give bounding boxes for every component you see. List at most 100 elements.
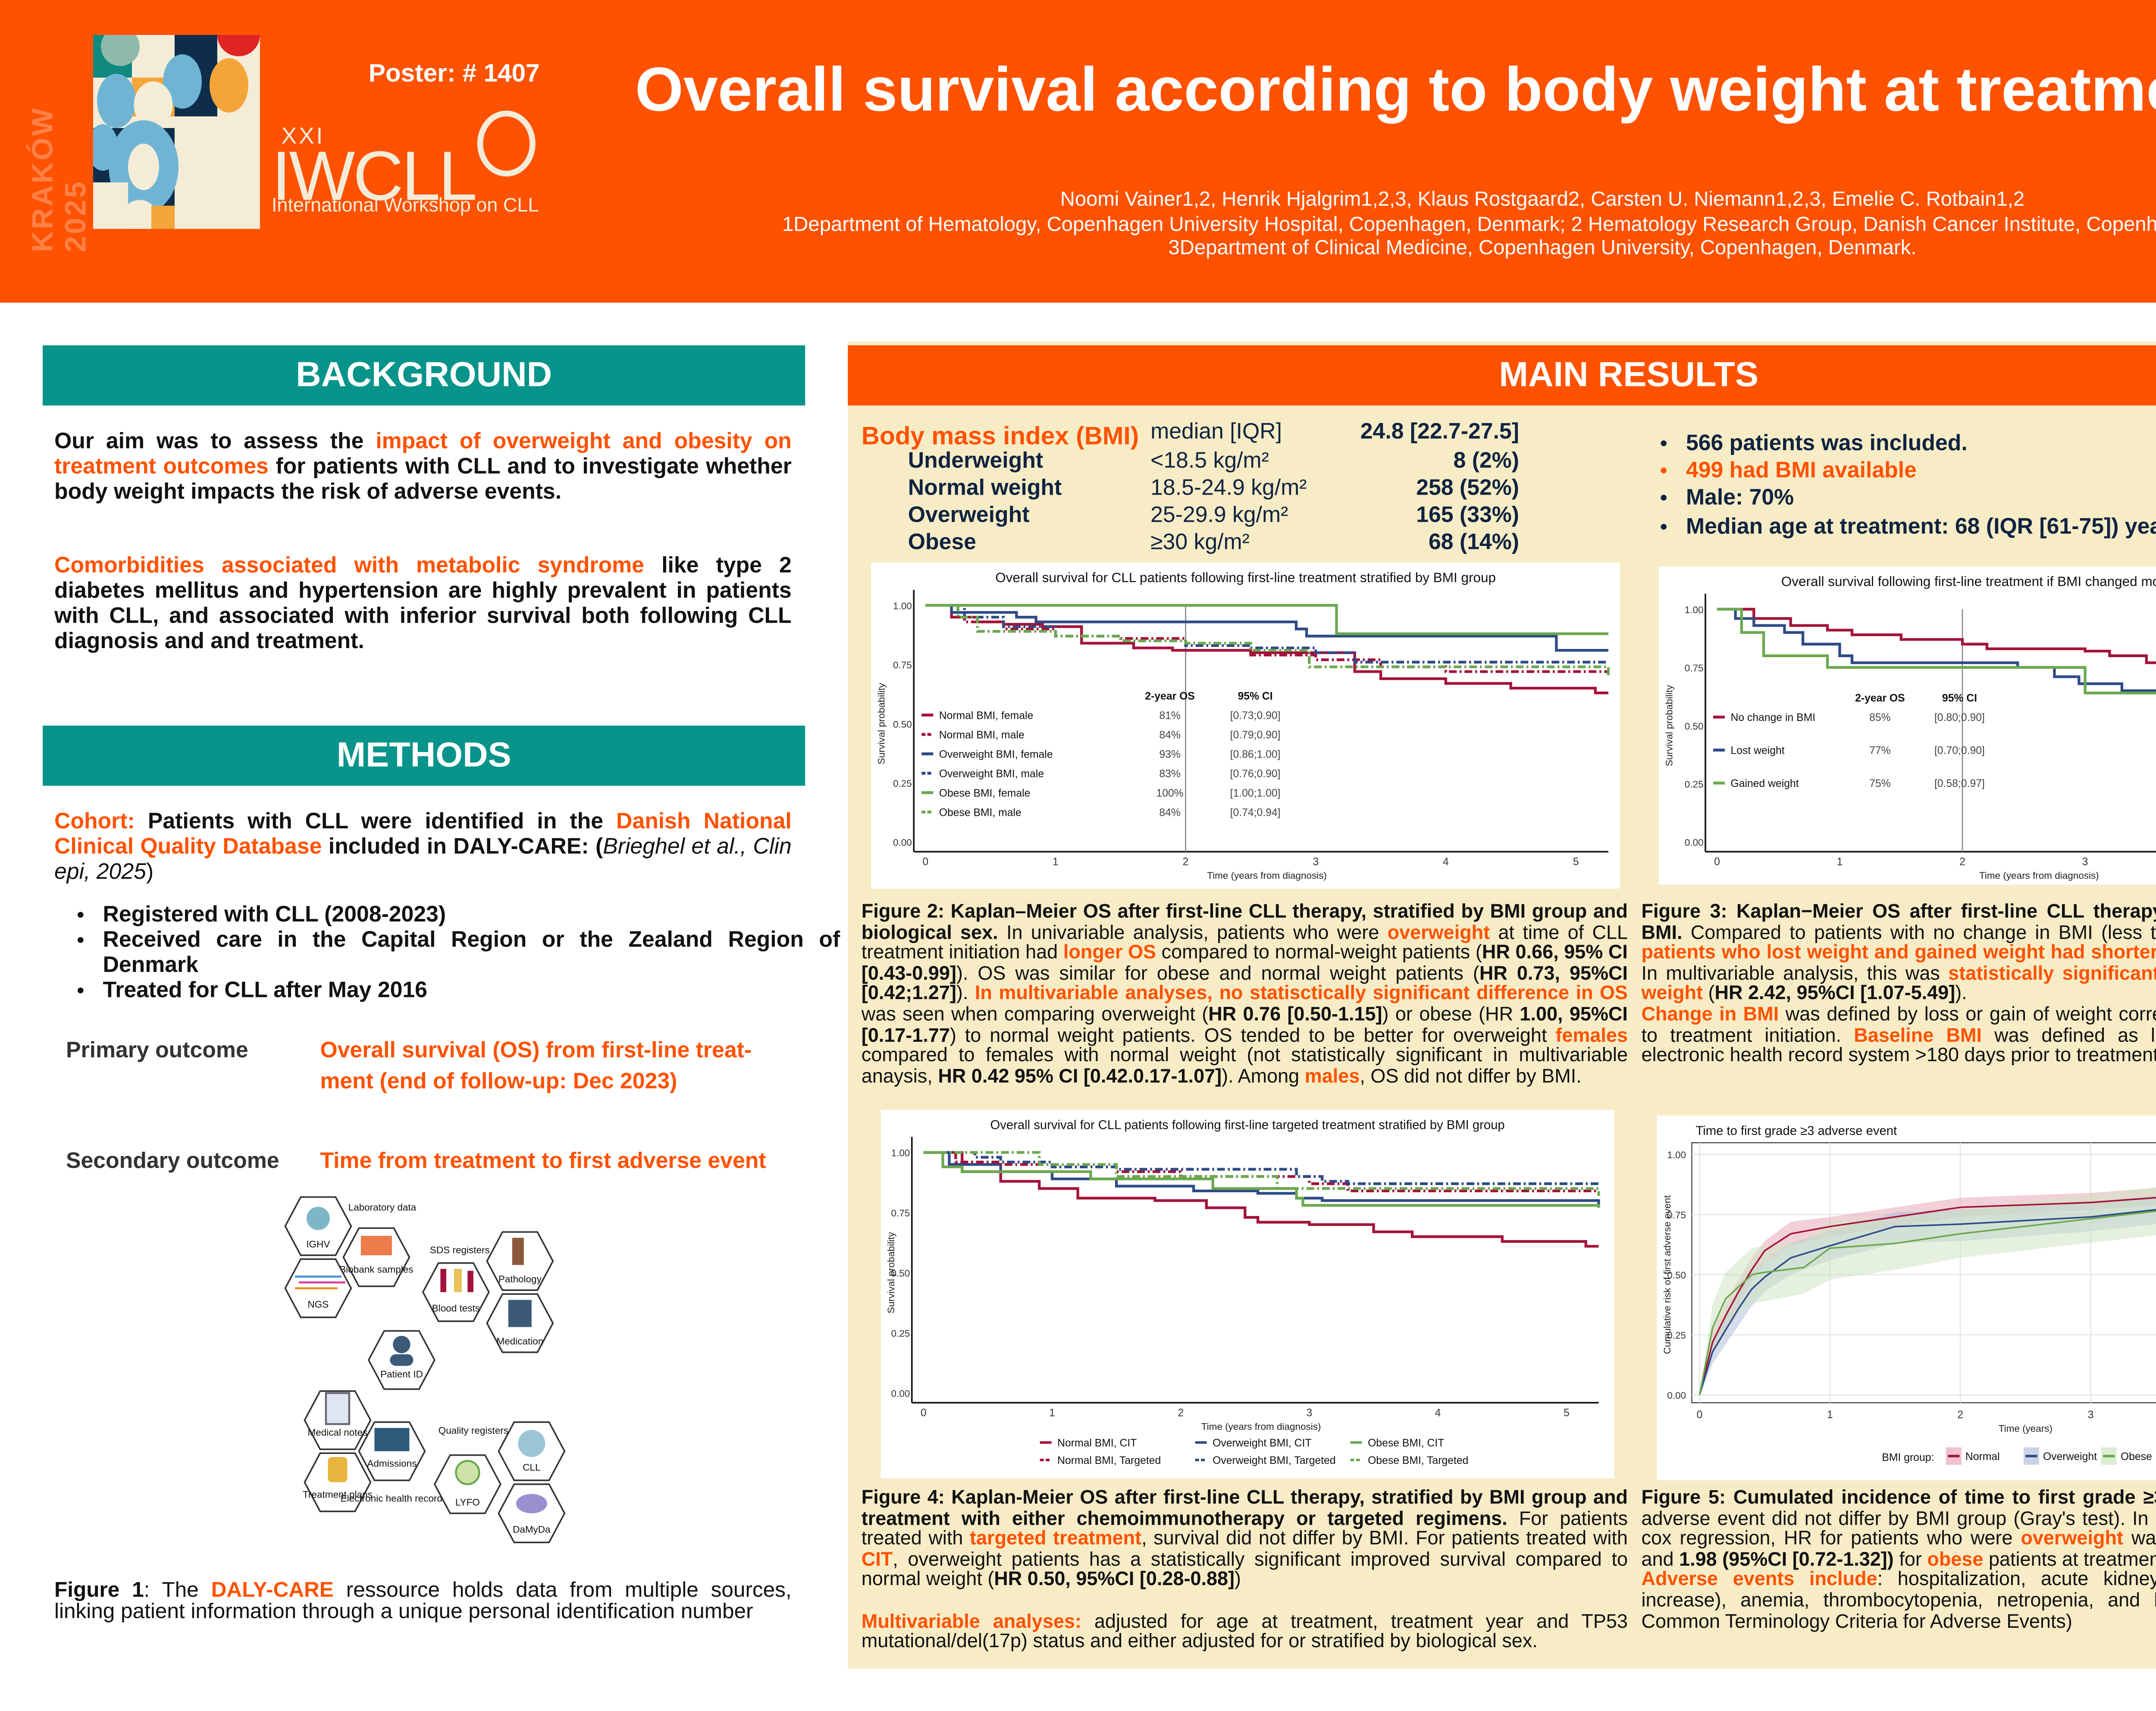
series-line-overweight	[1698, 1209, 2156, 1395]
x-tick-label: 3	[1313, 856, 1319, 868]
b: HR 0.73, 95%CI [0.42;1.27]	[861, 964, 1628, 1006]
methods-heading: METHODS	[42, 725, 805, 786]
caption-label: Figure 1	[54, 1579, 144, 1603]
cohort-facts-list: 566 patients was included.499 had BMI av…	[1653, 431, 2156, 541]
y-tick-label: 0.75	[1667, 1210, 1686, 1221]
hex-admissions: Admissions	[358, 1421, 426, 1481]
hex-pathology: Pathology	[486, 1231, 554, 1291]
t: Compared to patients with no change in B…	[1690, 922, 2156, 944]
h: Baseline BMI	[1854, 1025, 1982, 1047]
text: included in DALY-CARE: (	[322, 836, 603, 860]
legend-label: Normal BMI, CIT	[1057, 1437, 1137, 1449]
legend-label: Normal	[1965, 1451, 2000, 1463]
legend-label: Obese BMI, male	[939, 807, 1022, 818]
bmi-group: Overweight	[908, 504, 1030, 528]
x-tick-label: 0	[921, 1407, 927, 1419]
caption-title: Figure 5: Cumulated incidence of time to…	[1641, 1488, 2156, 1510]
label: Biobank samples	[339, 1264, 413, 1275]
chart-title: Overall survival for CLL patients follow…	[995, 570, 1496, 585]
legend-label: Obese BMI, female	[939, 787, 1031, 799]
caption-title: Figure 4: Kaplan-Meier OS after first-li…	[861, 1488, 1628, 1530]
series-line-overweight-bmi-targeted	[923, 1151, 1599, 1185]
label: Patient ID	[380, 1369, 423, 1380]
label: NGS	[308, 1299, 329, 1310]
t: and	[1641, 1550, 1680, 1571]
legend-label: Obese BMI, Targeted	[1368, 1455, 1468, 1467]
series-line-overweight-bmi-female	[925, 604, 1609, 652]
secondary-outcome-value: Time from treatment to first adverse eve…	[320, 1150, 766, 1174]
label: Blood tests	[432, 1303, 480, 1314]
hex-treatment-plans: Treatment plans	[303, 1452, 373, 1512]
label: Pathology	[498, 1274, 542, 1285]
background-paragraph-2: Comorbidities associated with metabolic …	[54, 555, 792, 656]
text: )	[146, 861, 154, 885]
x-tick-label: 2	[1183, 856, 1189, 868]
legend-label: Overweight	[2043, 1451, 2097, 1463]
text: : The	[144, 1579, 211, 1603]
bmi-range: ≥30 kg/m²	[1150, 531, 1250, 555]
h: CIT	[861, 1550, 893, 1571]
hex-biobank: Biobank samples	[339, 1227, 414, 1287]
bmi-group: Normal weight	[908, 477, 1062, 501]
series-line-normal-bmi-cit	[923, 1151, 1599, 1248]
y-tick-label: 0.75	[891, 1208, 910, 1219]
hex-lyfo: LYFO	[434, 1454, 501, 1514]
citation: Brieghel et al., Clin epi, 2025	[54, 836, 792, 885]
b: HR 0.50, 95%CI [0.28-0.88]	[994, 1570, 1235, 1592]
y-tick-label: 0.00	[893, 837, 912, 848]
x-tick-label: 1	[1049, 1407, 1055, 1419]
text: Patients with CLL were identified in the	[135, 811, 617, 834]
t: , OS did not differ by BMI.	[1360, 1066, 1582, 1088]
y-tick-label: 1.00	[1685, 605, 1704, 615]
hex-ngs: NGS	[284, 1258, 352, 1318]
legend-os-value: 84%	[1159, 807, 1181, 818]
affiliation-2: 3Department of Clinical Medicine, Copenh…	[1168, 236, 1917, 260]
t: compared to females with normal weight (…	[861, 1046, 1628, 1088]
y-axis-label: Survival probability	[876, 683, 887, 764]
t: )	[1235, 1570, 1241, 1592]
lab-data-label: Laboratory data	[348, 1202, 417, 1213]
bmi-count: 258 (52%)	[1416, 477, 1520, 501]
list-item: Registered with CLL (2008-2023)	[103, 904, 840, 929]
plot-frame	[1691, 1142, 2156, 1404]
h: longer OS	[1063, 943, 1156, 965]
bmi-range: <18.5 kg/m²	[1150, 450, 1269, 473]
highlight: impact of overweight and obesity on trea…	[54, 430, 792, 479]
t: was	[2131, 1529, 2156, 1551]
h: obese	[1927, 1550, 1984, 1571]
x-tick-label: 3	[1307, 1407, 1313, 1419]
x-tick-label: 5	[1573, 856, 1579, 868]
b: HR 2.42, 95%CI [1.07-5.49]	[1714, 984, 1955, 1006]
legend-ci-value: [0.70;0.90]	[1934, 745, 1985, 756]
t: patients at treatment initiation.	[1988, 1550, 2156, 1571]
label: CLL	[523, 1462, 540, 1473]
legend-header-os: 2-year OS	[1145, 690, 1195, 702]
t: , overweight patients has a statisticall…	[861, 1550, 1628, 1592]
y-tick-label: 0.50	[1685, 721, 1704, 732]
y-axis-label: Survival probability	[886, 1232, 896, 1313]
figure-2-caption: Figure 2: Kaplan–Meier OS after first-li…	[861, 903, 1628, 1089]
bmi-range: 18.5-24.9 kg/m²	[1150, 477, 1307, 501]
t: was seen when comparing overweight (	[861, 1005, 1209, 1027]
legend-label: Obese BMI, CIT	[1368, 1437, 1444, 1449]
y-axis-label: Survival probability	[1664, 685, 1674, 766]
main-results-heading: MAIN RESULTS	[848, 345, 2156, 406]
list-item: Treated for CLL after May 2016	[103, 980, 840, 1005]
hex-medication: Medication	[486, 1293, 554, 1353]
highlight: Cohort:	[54, 811, 135, 834]
background-heading: BACKGROUND	[42, 345, 805, 406]
t: ).	[1955, 984, 1967, 1006]
affiliation-1: 1Department of Hematology, Copenhagen Un…	[782, 212, 2156, 236]
bmi-range: 25-29.9 kg/m²	[1150, 504, 1288, 528]
highlight: Comorbidities associated with metabolic …	[54, 555, 645, 578]
hex-damyda: DaMyDa	[498, 1483, 566, 1543]
t: at time of CLL treatment initiation had	[861, 922, 1628, 965]
chart-title: Overall survival for CLL patients follow…	[990, 1119, 1505, 1132]
series-line-normal	[1698, 1197, 2156, 1395]
cohort-fact: Median age at treatment: 68 (IQR [61-75]…	[1686, 514, 2156, 541]
bmi-count: 8 (2%)	[1453, 450, 1520, 473]
t: ) to normal weight patients. OS tended t…	[950, 1025, 1556, 1047]
y-tick-label: 0.25	[1667, 1330, 1686, 1341]
h: Adverse events include	[1641, 1570, 1877, 1592]
label: IGHV	[306, 1239, 330, 1250]
